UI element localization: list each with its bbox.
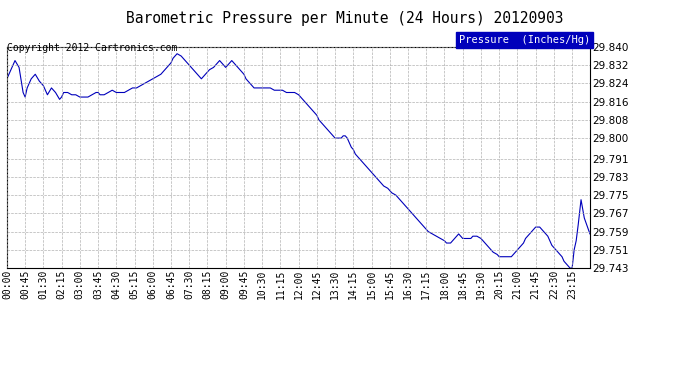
Text: Copyright 2012 Cartronics.com: Copyright 2012 Cartronics.com — [7, 43, 177, 53]
Text: Barometric Pressure per Minute (24 Hours) 20120903: Barometric Pressure per Minute (24 Hours… — [126, 11, 564, 26]
Text: Pressure  (Inches/Hg): Pressure (Inches/Hg) — [459, 34, 590, 45]
